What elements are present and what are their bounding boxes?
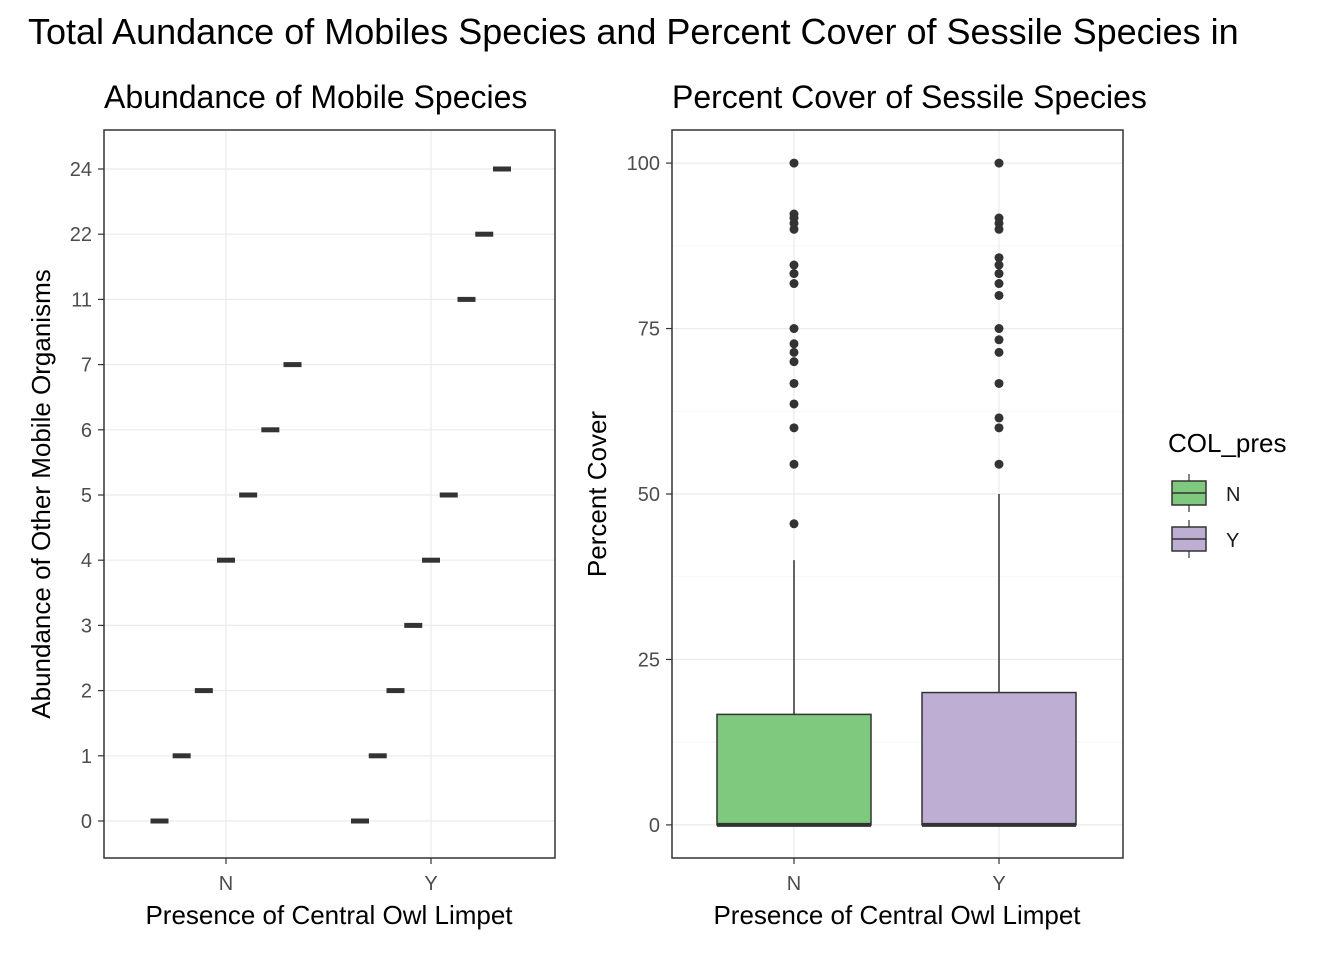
mobile-data-marks: [150, 166, 511, 824]
sessile-box-marks: [716, 158, 1077, 827]
sessile-y-tick-label: 50: [638, 484, 660, 506]
mobile-data-mark: [457, 296, 476, 302]
sessile-x-axis-title: Presence of Central Owl Limpet: [713, 900, 1081, 930]
mobile-y-tick-label: 24: [70, 159, 92, 181]
sessile-outlier-point: [994, 335, 1004, 345]
sessile-y-tick-label: 0: [649, 815, 660, 837]
sessile-y-tick-label: 75: [638, 319, 660, 341]
sessile-x-tick-label: N: [787, 873, 801, 895]
sessile-outlier-point: [789, 279, 799, 289]
legend-label-y: Y: [1226, 530, 1239, 552]
mobile-panel-title: Abundance of Mobile Species: [104, 79, 527, 115]
mobile-y-tick-label: 2: [81, 681, 92, 703]
mobile-plot-background: [104, 130, 555, 858]
mobile-data-mark: [150, 818, 169, 824]
legend: COL_pres NY: [1168, 428, 1287, 558]
sessile-panel-title: Percent Cover of Sessile Species: [672, 79, 1147, 115]
sessile-outlier-point: [789, 347, 799, 357]
sessile-outlier-point: [789, 324, 799, 334]
sessile-box: [716, 713, 872, 826]
mobile-y-tick-label: 4: [81, 550, 92, 572]
sessile-outlier-point: [994, 324, 1004, 334]
mobile-x-tick-label: N: [219, 873, 233, 895]
sessile-outlier-point: [994, 347, 1004, 357]
mobile-y-tick-label: 11: [71, 289, 92, 311]
mobile-x-tick-label: Y: [424, 873, 437, 895]
sessile-outlier-point: [994, 260, 1004, 270]
sessile-outlier-point: [789, 269, 799, 279]
mobile-plot-border: [103, 129, 556, 859]
sessile-outlier-point: [789, 260, 799, 270]
mobile-data-mark: [217, 557, 235, 563]
sessile-outlier-point: [994, 413, 1004, 423]
mobile-data-mark: [261, 427, 280, 433]
mobile-y-tick-label: 1: [81, 746, 92, 768]
mobile-y-tick-label: 3: [81, 615, 92, 637]
mobile-y-axis-title: Abundance of Other Mobile Organisms: [26, 269, 56, 718]
sessile-outlier-point: [789, 158, 799, 168]
mobile-y-tick-label: 6: [81, 420, 92, 442]
sessile-outlier-point: [994, 378, 1004, 388]
sessile-outlier-point: [789, 357, 799, 367]
legend-items: NY: [1171, 474, 1240, 558]
mobile-data-mark: [422, 557, 440, 563]
mobile-data-mark: [368, 753, 387, 759]
sessile-cover-panel: Percent Cover of Sessile Species 0 25 50 75…: [582, 79, 1147, 930]
mobile-data-mark: [283, 362, 302, 368]
mobile-data-mark: [386, 688, 405, 694]
mobile-data-mark: [172, 753, 191, 759]
sessile-outlier-point: [789, 459, 799, 469]
sessile-outlier-point: [789, 399, 799, 409]
sessile-outlier-point: [789, 378, 799, 388]
mobile-y-ticks: 0 1 2 3 4 5 6 7 11 22 24: [70, 159, 104, 833]
legend-label-n: N: [1226, 484, 1240, 506]
sessile-x-tick-label: Y: [992, 873, 1005, 895]
mobile-y-tick-label: 0: [81, 811, 92, 833]
sessile-y-tick-label: 100: [627, 153, 660, 175]
sessile-outlier-point: [994, 459, 1004, 469]
sessile-outlier-point: [994, 279, 1004, 289]
sessile-outlier-point: [789, 423, 799, 433]
sessile-outlier-point: [994, 290, 1004, 300]
sessile-y-ticks: 0 25 50 75 100: [627, 153, 672, 837]
mobile-data-mark: [475, 231, 494, 237]
sessile-box: [921, 691, 1077, 826]
sessile-outlier-point: [994, 213, 1004, 223]
sessile-outlier-point: [994, 253, 1004, 263]
mobile-data-mark: [194, 688, 213, 694]
sessile-outlier-point: [994, 269, 1004, 279]
mobile-y-tick-label: 7: [81, 355, 92, 377]
sessile-outlier-point: [994, 423, 1004, 433]
sessile-y-tick-label: 25: [638, 649, 660, 671]
sessile-outlier-point: [994, 158, 1004, 168]
figure-title: Total Aundance of Mobiles Species and Pe…: [28, 11, 1239, 52]
sessile-outlier-point: [789, 209, 799, 219]
mobile-x-axis-title: Presence of Central Owl Limpet: [145, 900, 513, 930]
mobile-data-mark: [439, 492, 458, 498]
mobile-abundance-panel: Abundance of Mobile Species 0 1 2 3 4 5 6 7 11 22…: [26, 79, 556, 930]
sessile-outlier-point: [789, 519, 799, 529]
mobile-data-mark: [404, 622, 423, 628]
mobile-data-mark: [239, 492, 258, 498]
sessile-y-axis-title: Percent Cover: [582, 411, 612, 578]
sessile-outlier-point: [789, 339, 799, 349]
mobile-y-tick-label: 5: [81, 485, 92, 507]
mobile-data-mark: [351, 818, 369, 824]
mobile-data-mark: [493, 166, 511, 172]
mobile-y-tick-label: 22: [70, 224, 92, 246]
legend-title: COL_pres: [1168, 428, 1287, 458]
